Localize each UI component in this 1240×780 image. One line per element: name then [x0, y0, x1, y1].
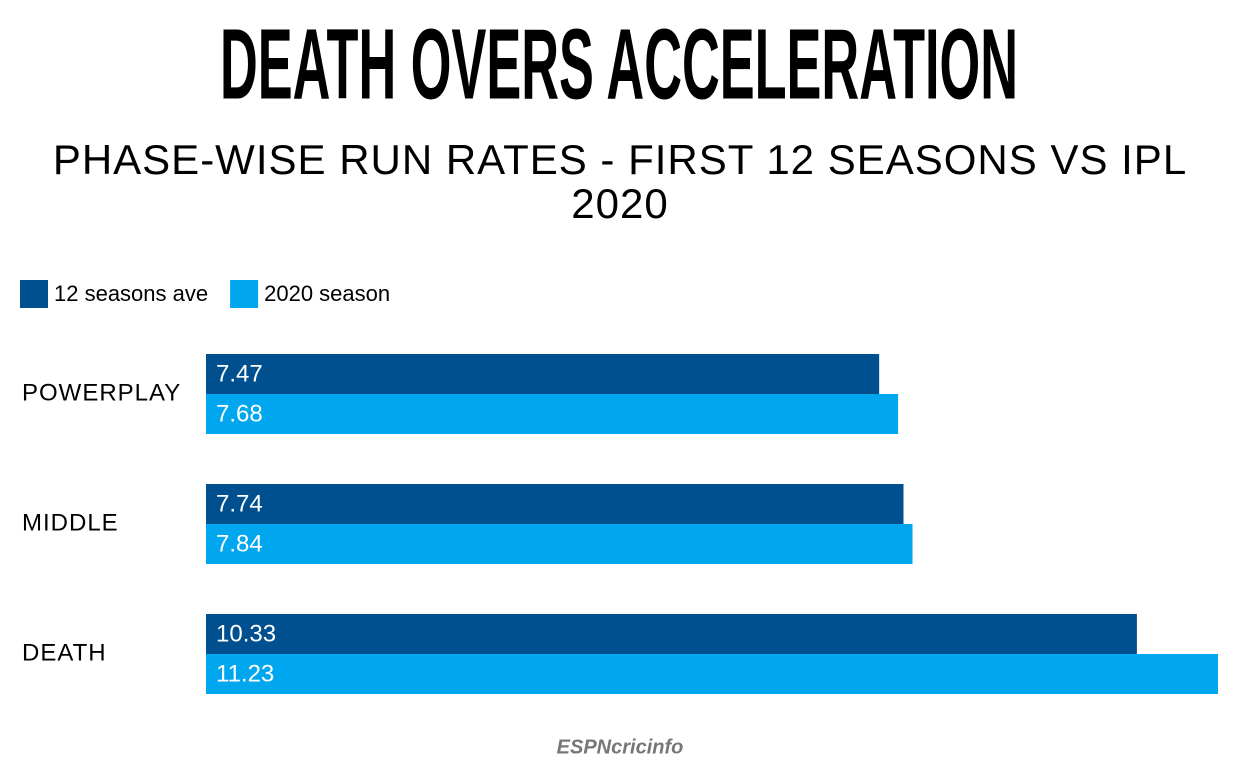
category-label: MIDDLE: [22, 509, 119, 536]
bar: [206, 654, 1218, 694]
value-label: 7.74: [216, 490, 263, 517]
bar: [206, 524, 913, 564]
bar: [206, 614, 1137, 654]
chart-subtitle: PHASE-WISE RUN RATES - FIRST 12 SEASONS …: [52, 138, 1188, 227]
category-label: POWERPLAY: [22, 379, 181, 406]
value-label: 7.84: [216, 530, 263, 557]
value-label: 10.33: [216, 620, 276, 647]
bar: [206, 394, 899, 434]
legend-swatch: [20, 280, 48, 308]
value-label: 7.68: [216, 400, 263, 427]
value-label: 11.23: [216, 660, 274, 687]
legend-swatch: [230, 280, 259, 308]
legend-label: 12 seasons ave: [54, 281, 208, 306]
legend-label: 2020 season: [264, 281, 390, 306]
logo: ESPNcricinfo: [557, 736, 684, 758]
bar: [206, 354, 880, 394]
value-label: 7.47: [216, 360, 263, 387]
subtitle-box: PHASE-WISE RUN RATES - FIRST 12 SEASONS …: [52, 138, 1188, 227]
category-label: DEATH: [22, 639, 107, 666]
bar: [206, 484, 904, 524]
chart-title: DEATH OVERS ACCELERATION: [220, 8, 1018, 120]
